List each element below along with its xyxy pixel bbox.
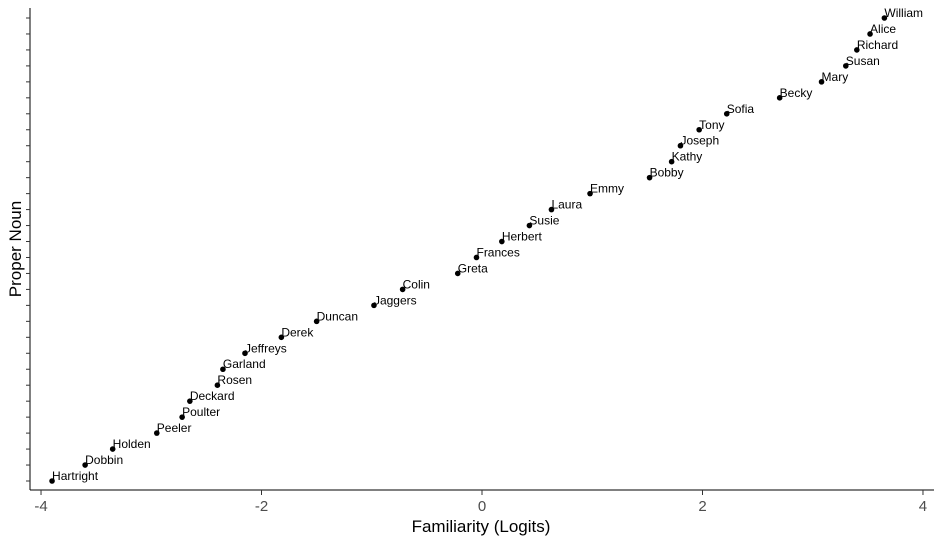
data-point xyxy=(179,414,185,420)
point-label: Hartright xyxy=(52,469,99,483)
data-point xyxy=(220,366,226,373)
x-axis-title: Familiarity (Logits) xyxy=(412,517,551,536)
data-point xyxy=(313,318,320,325)
data-point xyxy=(776,95,783,101)
x-tick-label: 4 xyxy=(919,498,927,515)
point-label: Poulter xyxy=(182,405,220,419)
data-point xyxy=(646,174,653,181)
data-point xyxy=(371,302,377,309)
x-tick-label: -4 xyxy=(34,498,47,515)
data-point xyxy=(153,430,160,436)
point-label: Jaggers xyxy=(374,293,417,307)
data-point xyxy=(723,110,730,117)
point-label: Susan xyxy=(846,54,880,68)
point-label: Alice xyxy=(870,22,896,36)
data-point xyxy=(881,15,888,21)
point-label: Jeffreys xyxy=(245,341,287,355)
y-axis-title: Proper Noun xyxy=(6,201,25,297)
data-point xyxy=(867,31,873,37)
point-label: Bobby xyxy=(650,166,684,180)
data-point xyxy=(109,446,116,452)
point-label: Joseph xyxy=(680,134,719,148)
x-tick-label: 2 xyxy=(698,498,706,515)
point-label: Kathy xyxy=(672,150,703,164)
point-label: Duncan xyxy=(317,309,358,323)
data-point xyxy=(499,238,505,245)
data-point xyxy=(473,254,480,261)
data-point xyxy=(548,206,555,213)
data-point xyxy=(818,79,825,85)
point-label: Frances xyxy=(476,245,519,259)
data-point xyxy=(454,270,461,277)
data-point xyxy=(843,63,849,69)
point-label: Richard xyxy=(857,38,898,52)
data-point xyxy=(668,158,675,165)
point-label: Becky xyxy=(780,86,813,100)
data-point xyxy=(587,190,593,197)
point-label: Mary xyxy=(822,70,849,84)
point-label: Emmy xyxy=(590,182,624,196)
data-point xyxy=(187,398,193,404)
point-label: Deckard xyxy=(190,389,235,403)
data-point xyxy=(696,126,702,133)
point-label: Greta xyxy=(458,261,488,275)
point-label: Rosen xyxy=(217,373,252,387)
point-label: Laura xyxy=(551,198,582,212)
point-label: Sofia xyxy=(727,102,755,116)
data-point xyxy=(399,286,406,293)
point-label: Garland xyxy=(223,357,266,371)
data-point xyxy=(278,334,285,341)
point-label: Peeler xyxy=(157,421,192,435)
point-label: Colin xyxy=(403,277,430,291)
point-label: Tony xyxy=(699,118,724,132)
data-point xyxy=(677,142,684,149)
point-label: Dobbin xyxy=(85,453,123,467)
x-tick-label: 0 xyxy=(478,498,486,515)
point-label: William xyxy=(884,6,923,20)
data-point xyxy=(242,350,248,357)
point-label: Holden xyxy=(113,437,151,451)
data-point xyxy=(526,222,533,229)
data-points: Hartright Dobbin Holden Peeler Poulter Deckar… xyxy=(49,6,923,484)
data-point xyxy=(82,462,88,468)
x-axis-ticks: -4 -2 0 2 4 xyxy=(34,490,927,515)
x-tick-label: -2 xyxy=(255,498,268,515)
data-point xyxy=(49,478,55,484)
y-axis-ticks xyxy=(26,17,30,482)
point-label: Herbert xyxy=(502,230,543,244)
point-label: Susie xyxy=(529,214,559,228)
data-point xyxy=(854,47,860,53)
data-point xyxy=(214,382,221,389)
point-label: Derek xyxy=(281,325,314,339)
